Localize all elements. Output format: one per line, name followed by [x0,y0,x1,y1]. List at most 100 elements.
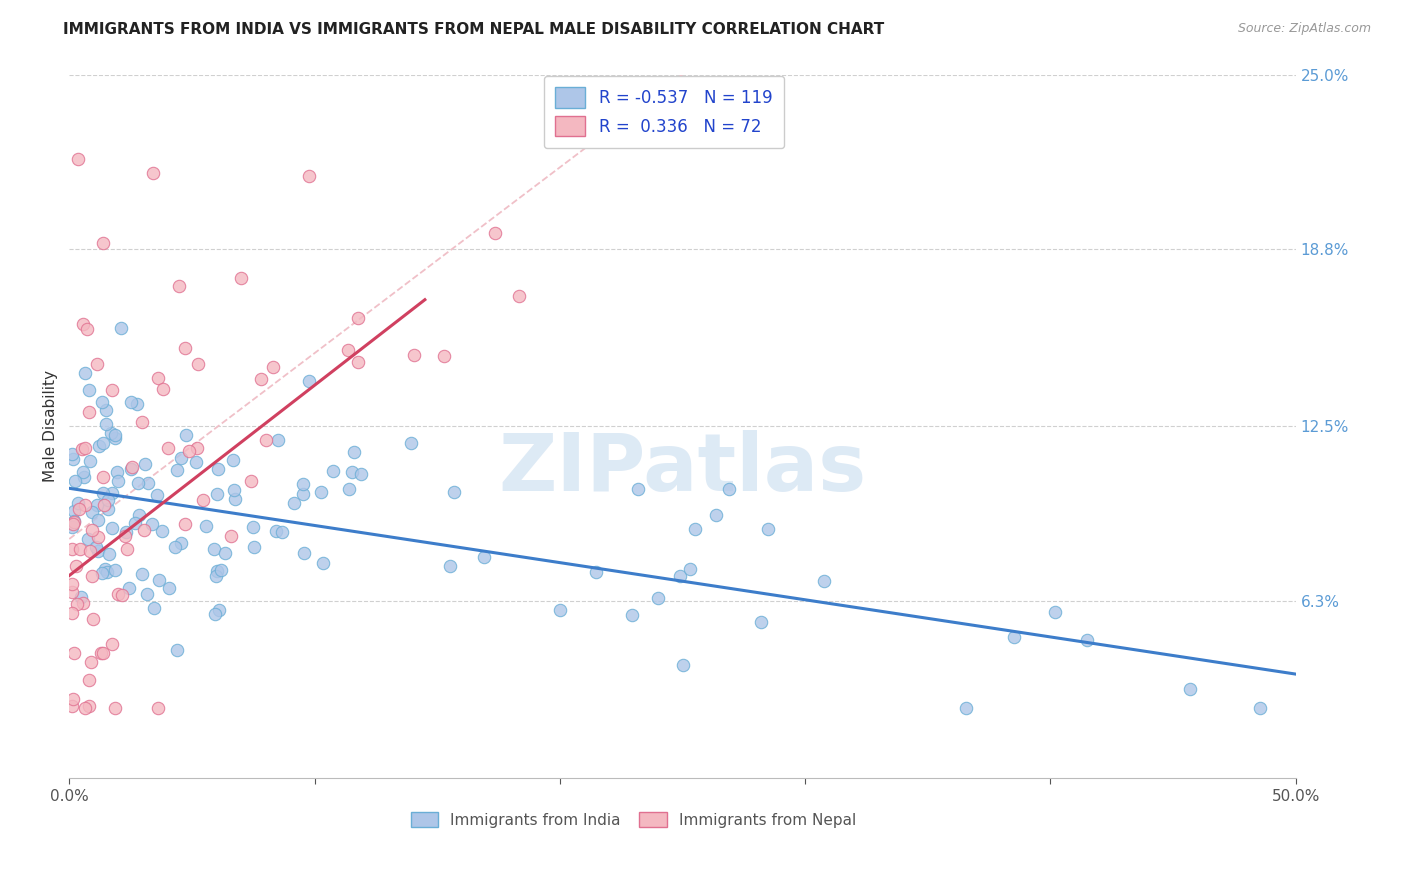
Point [955,701,977,715]
Point [205,487,228,501]
Point [262,359,284,374]
Point [484,226,506,240]
Point [292,487,315,501]
Point [101,383,124,397]
Point [75,701,97,715]
Point [186,455,208,469]
Point [104,427,127,442]
Point [1002,630,1025,644]
Point [82,505,104,519]
Point [439,559,461,574]
Point [90,566,112,581]
Point [66,597,89,611]
Point [91,395,114,409]
Point [176,428,198,442]
Point [124,516,146,530]
Point [60,577,83,591]
Point [548,603,571,617]
Point [254,434,277,448]
Point [101,485,124,500]
Point [146,488,169,502]
Point [292,546,315,560]
Point [672,658,695,673]
Point [107,586,129,600]
Point [97,501,120,516]
Point [91,236,114,251]
Point [75,366,97,380]
Point [82,612,104,626]
Point [60,607,83,621]
Point [204,607,226,621]
Point [63,503,86,517]
Point [402,348,425,362]
Point [337,482,360,496]
Point [620,607,643,622]
Point [63,474,86,488]
Point [136,587,159,601]
Point [93,646,115,660]
Point [322,464,344,478]
Point [62,452,84,467]
Point [669,568,692,582]
Point [472,550,495,565]
Point [627,482,650,496]
Point [717,482,740,496]
Point [170,451,193,466]
Point [77,533,100,547]
Point [224,491,246,506]
Point [585,565,607,579]
Point [749,615,772,629]
Point [125,397,148,411]
Point [76,322,98,336]
Point [121,459,143,474]
Point [240,475,263,489]
Point [1180,681,1202,696]
Point [75,499,97,513]
Point [114,529,136,543]
Legend: Immigrants from India, Immigrants from Nepal: Immigrants from India, Immigrants from N… [405,805,862,834]
Point [150,524,173,538]
Point [120,395,142,409]
Point [80,523,103,537]
Text: ZIPatlas: ZIPatlas [498,430,866,508]
Point [186,441,208,455]
Point [143,601,166,615]
Point [107,474,129,488]
Point [70,442,93,456]
Point [343,444,366,458]
Point [86,513,108,527]
Point [205,565,228,579]
Point [80,655,103,669]
Point [127,475,149,490]
Point [1043,605,1066,619]
Point [65,558,87,573]
Point [87,543,110,558]
Point [152,382,174,396]
Text: IMMIGRANTS FROM INDIA VS IMMIGRANTS FROM NEPAL MALE DISABILITY CORRELATION CHART: IMMIGRANTS FROM INDIA VS IMMIGRANTS FROM… [63,22,884,37]
Point [72,318,94,332]
Point [433,349,456,363]
Point [60,698,83,713]
Point [82,569,104,583]
Point [222,452,245,467]
Point [346,311,368,326]
Point [264,524,287,538]
Point [291,477,314,491]
Point [174,516,197,531]
Point [148,371,170,385]
Point [204,542,226,557]
Point [69,541,91,556]
Point [86,357,108,371]
Point [114,524,136,539]
Point [508,289,530,303]
Point [72,596,94,610]
Point [443,484,465,499]
Point [115,542,138,557]
Point [267,433,290,447]
Point [311,556,333,570]
Point [110,321,132,335]
Point [399,436,422,450]
Point [166,642,188,657]
Point [77,699,100,714]
Point [337,343,360,358]
